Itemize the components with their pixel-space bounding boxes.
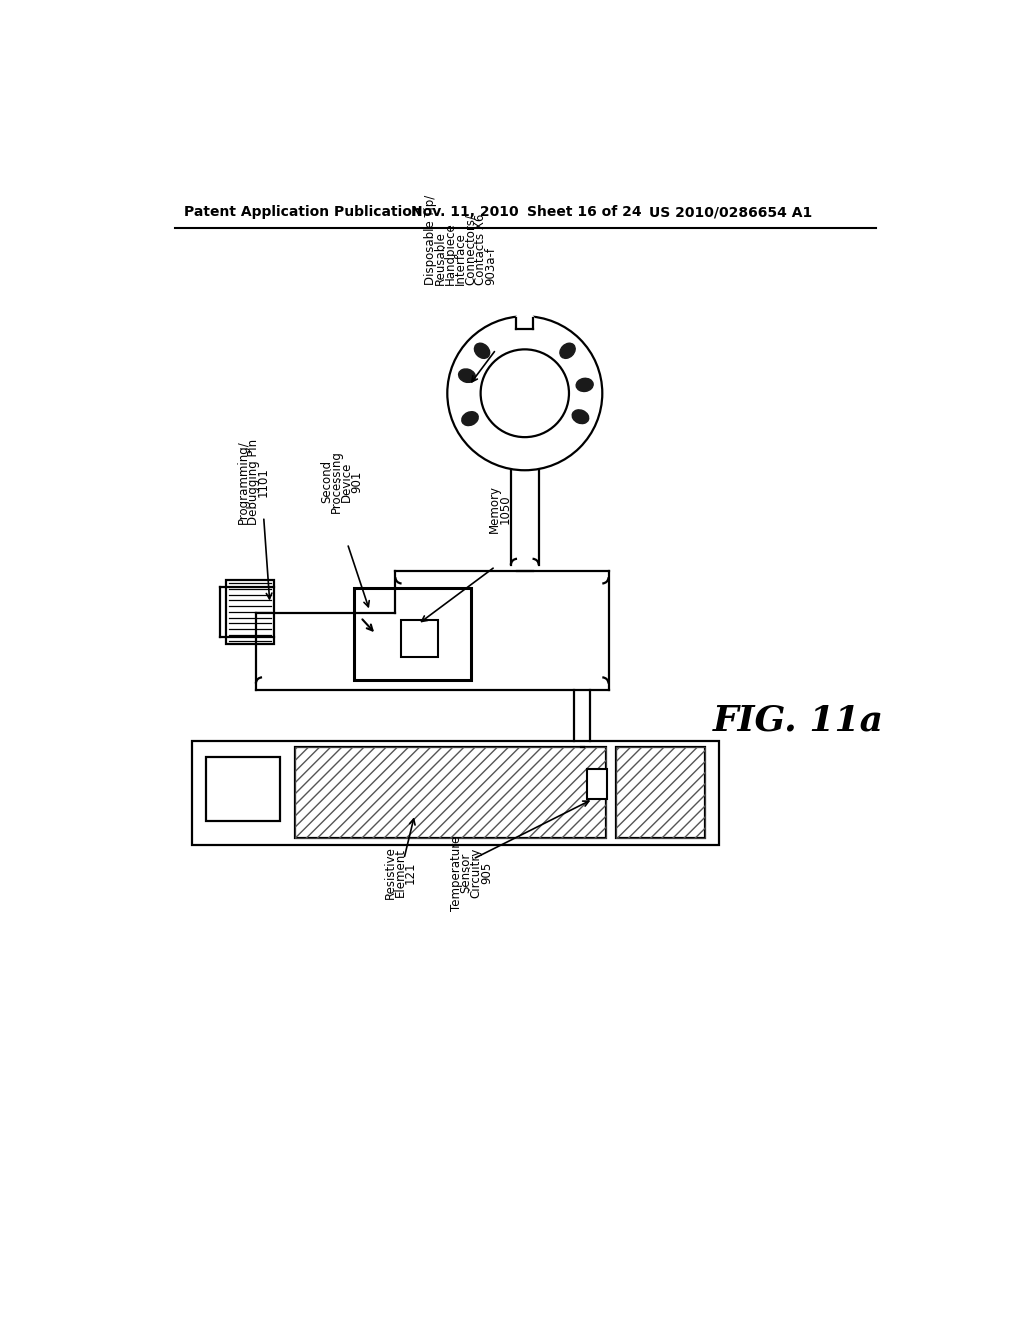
Text: 121: 121 [403,862,417,884]
Ellipse shape [459,370,475,383]
Text: Disposable Tip/: Disposable Tip/ [424,195,437,285]
Text: Reusable: Reusable [434,231,446,285]
Text: Interface: Interface [454,232,467,285]
Text: Patent Application Publication: Patent Application Publication [183,206,422,219]
Ellipse shape [572,409,589,424]
Ellipse shape [560,343,575,358]
Ellipse shape [474,343,489,358]
Text: Temperature: Temperature [450,836,463,911]
Text: Handpiece: Handpiece [443,223,457,285]
Text: Resistive: Resistive [384,846,396,899]
Text: Sheet 16 of 24: Sheet 16 of 24 [527,206,642,219]
Text: US 2010/0286654 A1: US 2010/0286654 A1 [649,206,812,219]
Text: Circuitry: Circuitry [470,847,482,898]
Text: 1101: 1101 [257,467,269,496]
Text: Sensor: Sensor [460,853,473,894]
Text: 903a-f: 903a-f [484,247,498,285]
Text: Device: Device [340,462,353,502]
Text: Contacts X6: Contacts X6 [474,214,487,285]
Text: Second: Second [321,461,333,503]
Text: 905: 905 [480,862,493,884]
Text: 1050: 1050 [499,494,511,524]
Bar [295,747,606,838]
Text: Memory: Memory [488,484,502,533]
Bar [616,747,706,838]
Text: 901: 901 [350,471,364,492]
Bar [354,589,471,681]
Bar [587,770,607,799]
Text: Connectors/: Connectors/ [464,214,477,285]
Text: FIG. 11a: FIG. 11a [713,704,884,738]
Bar [400,620,438,657]
Bar [226,581,273,644]
Text: Programming/: Programming/ [237,440,250,524]
Circle shape [480,350,569,437]
Bar [191,741,719,845]
Text: Element: Element [394,849,407,898]
Wedge shape [515,312,535,322]
Ellipse shape [577,379,593,392]
Text: Nov. 11, 2010: Nov. 11, 2010 [411,206,518,219]
Text: Processing: Processing [331,450,343,513]
Bar [616,747,706,838]
Bar [206,758,280,821]
Text: Debugging Pin: Debugging Pin [247,438,259,525]
Ellipse shape [462,412,478,425]
Bar [295,747,606,838]
